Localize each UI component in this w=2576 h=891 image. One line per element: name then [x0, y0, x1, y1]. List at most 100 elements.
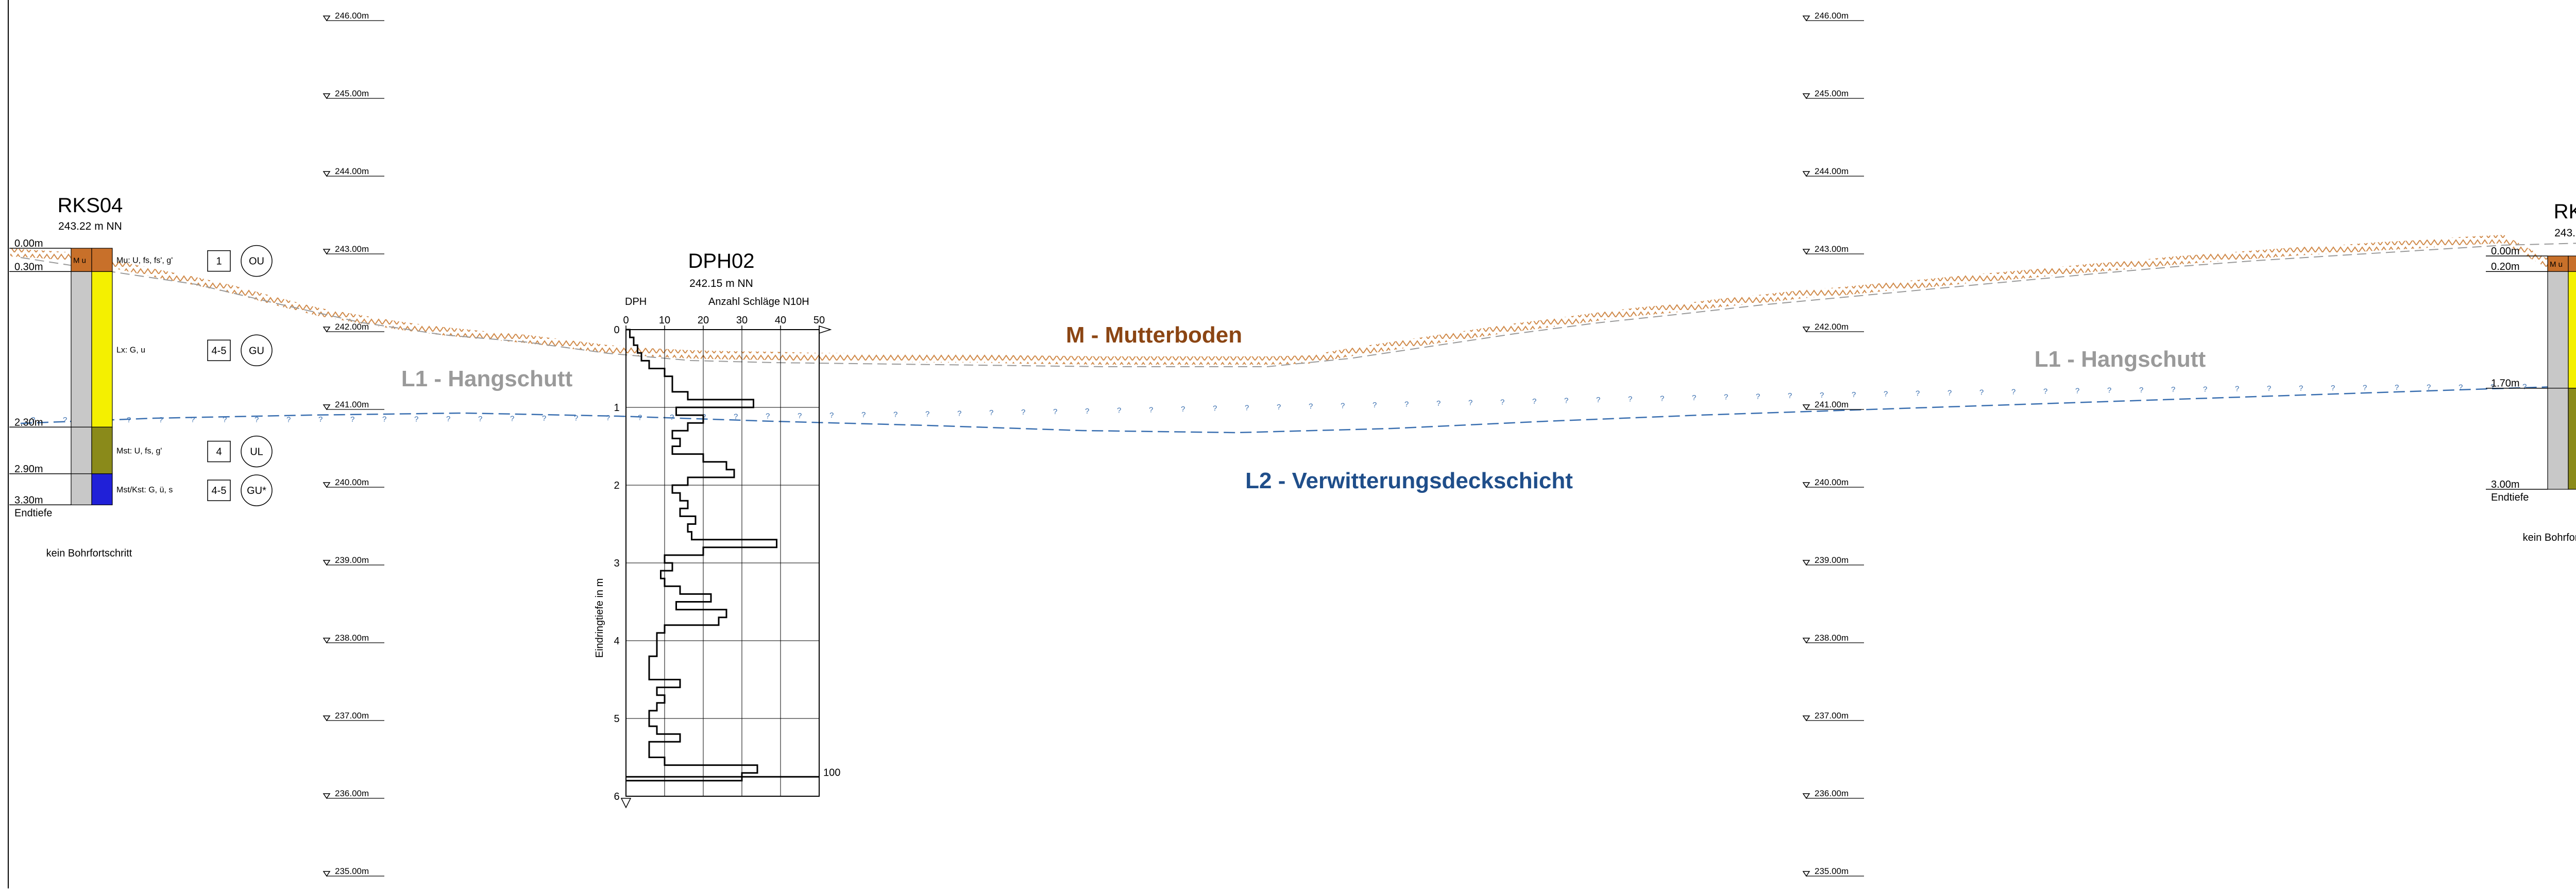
dph-end-value: 100 [823, 767, 840, 778]
elevation-tick-label: 238.00m [1815, 633, 1849, 643]
endtiefe-label: Endtiefe [2491, 492, 2529, 503]
uncertain-boundary-mark: ? [2203, 385, 2207, 393]
uncertain-boundary-mark: ? [2139, 386, 2143, 395]
dph-y-tick: 6 [614, 791, 619, 802]
uncertain-boundary-mark: ? [31, 416, 35, 424]
uncertain-boundary-mark: ? [510, 414, 514, 423]
soil-class-box [207, 440, 231, 462]
borehole-soil-unit [2568, 255, 2576, 272]
dph-title: DPH02 [688, 250, 755, 272]
uncertain-boundary-mark: ? [191, 416, 195, 424]
dph-x-tick: 20 [698, 315, 709, 326]
dph-step-line [626, 329, 777, 782]
uncertain-boundary-mark: ? [2522, 383, 2527, 391]
dph-y-axis-label: Eindringtiefe in m [594, 578, 605, 658]
borehole-soil-unit [91, 248, 113, 272]
uncertain-boundary-mark: ? [1149, 405, 1153, 414]
elevation-tick: 242.00m [1802, 322, 1864, 333]
uncertain-boundary-mark: ? [925, 409, 929, 418]
borehole-rks05: RKS05 243.14 m NN M uMu: U, fs, g, fs'Lx… [2486, 200, 2576, 543]
elevation-marker-icon [323, 871, 331, 877]
elevation-tick: 244.00m [1802, 166, 1864, 177]
soil-code: M u [73, 256, 86, 265]
elevation-marker-icon [323, 404, 331, 410]
uncertain-boundary-mark: ? [127, 416, 131, 424]
depth-label: 3.00m [2491, 479, 2520, 490]
elevation-scale-left: 246.00m 245.00m 244.00m 243.00m 242.00m 241.0… [323, 11, 384, 877]
uncertain-boundary-mark: ? [1021, 408, 1025, 417]
uncertain-boundary-mark: ? [2171, 385, 2175, 394]
uncertain-boundary-mark: ? [798, 412, 802, 420]
elevation-tick-label: 241.00m [335, 400, 369, 409]
borehole-rks04: RKS04 243.22 m NN M u Mu: U, fs, fs', g' 1… [9, 194, 273, 559]
elevation-tick: 241.00m [323, 400, 384, 410]
uncertain-boundary-mark: ? [1245, 403, 1249, 412]
soil-group-circle [241, 334, 273, 367]
uncertain-boundary-mark: ? [1596, 396, 1600, 404]
elevation-marker-icon [1802, 793, 1810, 799]
uncertain-boundary-mark: ? [350, 415, 354, 424]
elevation-tick: 236.00m [323, 789, 384, 799]
elevation-tick: 244.00m [323, 166, 384, 177]
elevation-marker-icon [323, 638, 331, 644]
elevation-tick: 236.00m [1802, 789, 1864, 799]
uncertain-boundary-mark: ? [2267, 384, 2271, 393]
elevation-tick: 245.00m [1802, 89, 1864, 99]
elevation-marker-icon [1802, 482, 1810, 488]
elevation-marker-icon [323, 327, 331, 333]
uncertain-boundary-mark: ? [989, 408, 993, 417]
depth-label: 0.00m [14, 238, 43, 249]
dph-axis-label: DPH [625, 296, 647, 307]
uncertain-boundary-mark: ? [1724, 393, 1728, 402]
uncertain-boundary-mark: ? [159, 416, 163, 424]
layer-label-m: M - Mutterboden [1066, 322, 1242, 348]
elevation-tick-label: 238.00m [335, 633, 369, 643]
borehole-soil-unit [91, 426, 113, 474]
dph-blows-label: Anzahl Schläge N10H [708, 296, 809, 307]
borehole-column-left [2547, 255, 2569, 272]
elevation-tick: 237.00m [1802, 711, 1864, 722]
elevation-tick: 235.00m [323, 866, 384, 877]
soil-class-box [207, 339, 231, 362]
soil-description: Mu: U, fs, fs', g' [116, 256, 173, 265]
elevation-tick: 240.00m [1802, 477, 1864, 488]
uncertain-boundary-mark: ? [638, 413, 642, 422]
elevation-tick: 238.00m [1802, 633, 1864, 644]
x-axis-arrow-icon [819, 325, 832, 334]
elevation-tick: 243.00m [323, 244, 384, 255]
uncertain-boundary-mark: ? [2075, 387, 2079, 396]
borehole-column-left [2547, 388, 2569, 490]
uncertain-boundary-mark: ? [1564, 396, 1568, 405]
uncertain-boundary-mark: ? [414, 415, 418, 423]
uncertain-boundary-mark: ? [2363, 384, 2367, 392]
elevation-marker-icon [1802, 871, 1810, 877]
elevation-tick-label: 246.00m [1815, 11, 1849, 21]
elevation-tick: 240.00m [323, 477, 384, 488]
soil-class: 4-5 [212, 485, 227, 496]
elevation-scale-right: 246.00m 245.00m 244.00m 243.00m 242.00m 241.0… [1802, 11, 1864, 877]
soil-group: UL [250, 447, 263, 458]
uncertain-boundary-mark: ? [1692, 393, 1696, 402]
uncertain-boundary-mark: ? [286, 415, 291, 424]
elevation-tick-label: 243.00m [335, 244, 369, 254]
layer-label-l1-right: L1 - Hangschutt [2035, 347, 2206, 372]
uncertain-boundary-mark: ? [1756, 392, 1760, 401]
dph02-chart: DPH02 242.15 m NN DPH Anzahl Schläge N10… [594, 250, 840, 809]
elevation-tick-label: 236.00m [1815, 789, 1849, 798]
elevation-tick-label: 246.00m [335, 11, 369, 21]
elevation-tick-label: 241.00m [1815, 400, 1849, 409]
elevation-tick-label: 237.00m [335, 711, 369, 721]
dph-y-tick: 0 [614, 324, 619, 336]
elevation-tick-label: 236.00m [335, 789, 369, 798]
dph-x-tick: 10 [659, 315, 670, 326]
dph-y-tick: 1 [614, 402, 619, 414]
uncertain-boundary-mark: ? [1628, 395, 1632, 404]
uncertain-boundary-mark: ? [1372, 401, 1377, 409]
uncertain-boundary-mark: ? [1916, 389, 1920, 398]
uncertain-boundary-mark: ? [255, 415, 259, 424]
borehole-title: RKS05 [2554, 200, 2576, 223]
dph-x-tick: 30 [736, 315, 748, 326]
layer-label-l2: L2 - Verwitterungsdeckschicht [1245, 468, 1573, 493]
uncertain-boundary-mark: ? [734, 412, 738, 421]
soil-class: 4 [216, 447, 222, 458]
